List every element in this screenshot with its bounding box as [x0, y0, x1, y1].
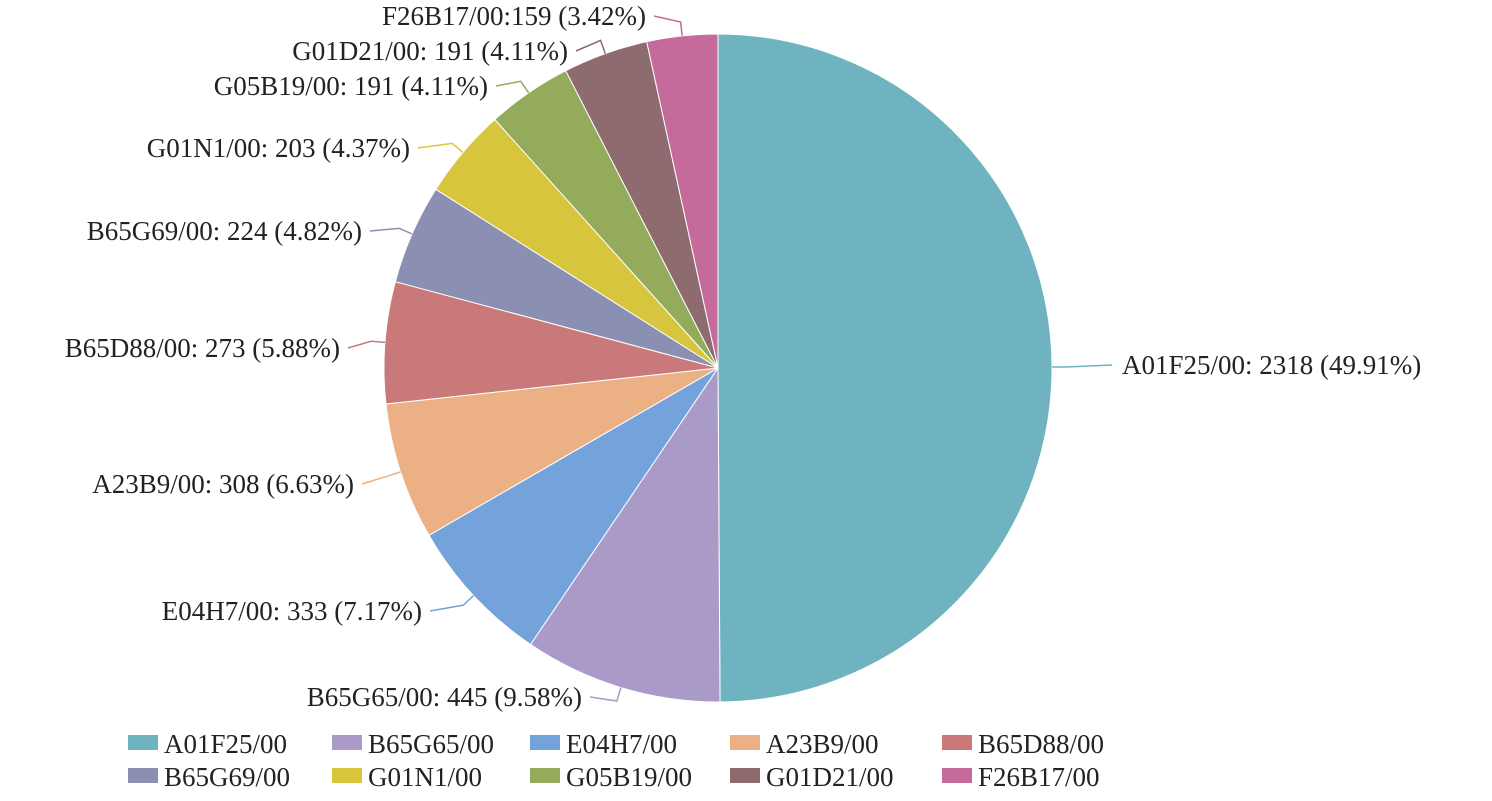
leader-line-f26b17-00 [653, 15, 683, 37]
slice-label-b65g69-00: B65G69/00: 224 (4.82%) [87, 216, 362, 246]
legend-swatch-f26b17-00 [942, 768, 972, 783]
legend-swatch-g01n1-00 [332, 768, 362, 783]
legend-swatch-a01f25-00 [128, 735, 158, 750]
slice-label-g01n1-00: G01N1/00: 203 (4.37%) [147, 133, 410, 163]
legend-label-f26b17-00: F26B17/00 [978, 762, 1100, 792]
legend-swatch-b65g65-00 [332, 735, 362, 750]
legend-label-a01f25-00: A01F25/00 [164, 729, 287, 759]
pie-slice-b65d88-00 [383, 281, 719, 405]
leader-line-a23b9-00 [361, 471, 401, 485]
leader-line-g05b19-00 [495, 80, 530, 94]
pie-slice-a23b9-00 [385, 367, 719, 536]
pie-slice-f26b17-00 [646, 33, 719, 369]
legend-label-g01d21-00: G01D21/00 [766, 762, 894, 792]
legend-label-g01n1-00: G01N1/00 [368, 762, 482, 792]
legend-swatch-b65g69-00 [128, 768, 158, 783]
leader-line-g01n1-00 [417, 142, 464, 153]
slice-label-g01d21-00: G01D21/00: 191 (4.11%) [292, 36, 568, 66]
leader-line-e04h7-00 [429, 595, 475, 612]
legend-swatch-g01d21-00 [730, 768, 760, 783]
leader-line-b65d88-00 [347, 340, 386, 349]
slice-label-a01f25-00: A01F25/00: 2318 (49.91%) [1122, 350, 1421, 380]
pie-slices [383, 33, 1053, 703]
legend-label-b65g69-00: B65G69/00 [164, 762, 290, 792]
slice-labels: A01F25/00: 2318 (49.91%) B65G65/00: 445 (… [65, 1, 1421, 712]
legend-swatch-a23b9-00 [730, 735, 760, 750]
slice-label-b65d88-00: B65D88/00: 273 (5.88%) [65, 333, 340, 363]
leader-line-a01f25-00 [1051, 364, 1113, 368]
leader-lines [347, 15, 1113, 702]
pie-slice-a01f25-00 [717, 33, 1053, 703]
slice-label-e04h7-00: E04H7/00: 333 (7.17%) [162, 596, 422, 626]
slice-label-g05b19-00: G05B19/00: 191 (4.11%) [214, 71, 488, 101]
leader-line-b65g69-00 [369, 227, 413, 235]
legend-swatch-e04h7-00 [530, 735, 560, 750]
legend-swatch-g05b19-00 [530, 768, 560, 783]
legend-label-b65g65-00: B65G65/00 [368, 729, 494, 759]
legend: A01F25/00 B65G65/00 E04H7/00 A23B9/00 B65D88… [128, 729, 1104, 792]
legend-label-a23b9-00: A23B9/00 [766, 729, 879, 759]
legend-swatch-b65d88-00 [942, 735, 972, 750]
slice-label-a23b9-00: A23B9/00: 308 (6.63%) [92, 469, 354, 499]
leader-line-b65g65-00 [589, 687, 622, 702]
legend-label-e04h7-00: E04H7/00 [566, 729, 677, 759]
leader-line-g01d21-00 [575, 39, 606, 54]
legend-label-b65d88-00: B65D88/00 [978, 729, 1104, 759]
legend-label-g05b19-00: G05B19/00 [566, 762, 692, 792]
slice-label-b65g65-00: B65G65/00: 445 (9.58%) [307, 682, 582, 712]
slice-label-f26b17-00: F26B17/00:159 (3.42%) [382, 1, 646, 31]
